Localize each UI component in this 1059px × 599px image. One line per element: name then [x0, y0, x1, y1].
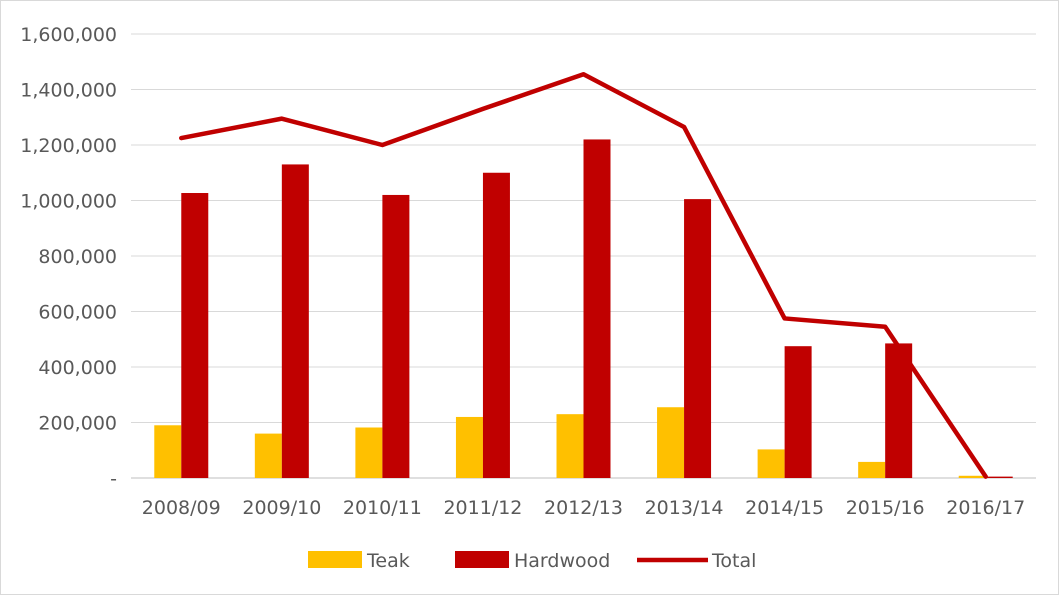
bar-teak: [657, 407, 685, 478]
bar-hardwood: [281, 164, 309, 479]
bar-hardwood: [583, 139, 611, 478]
bar-hardwood: [784, 346, 812, 478]
bar-teak: [958, 475, 986, 478]
y-tick-label: 800,000: [38, 246, 117, 268]
x-tick-label: 2008/09: [142, 497, 221, 519]
bar-teak: [757, 449, 785, 478]
y-axis-ticks: - 200,000 400,000 600,000 800,000 1,000,000 1,…: [20, 24, 117, 490]
legend-label-hardwood: Hardwood: [514, 550, 610, 572]
line-point-total: [884, 326, 886, 328]
line-point-total: [180, 137, 182, 139]
bar-hardwood: [885, 343, 913, 478]
y-tick-label: 600,000: [38, 302, 117, 324]
bar-hardwood: [684, 199, 712, 479]
line-point-total: [281, 118, 283, 120]
x-axis-ticks: 2008/09 2009/10 2010/11 2011/12 2012/13 2013/…: [142, 497, 1025, 519]
bar-teak: [556, 414, 584, 478]
x-tick-label: 2009/10: [242, 497, 321, 519]
x-tick-label: 2015/16: [846, 497, 925, 519]
bar-teak: [254, 433, 282, 478]
line-point-total: [683, 126, 685, 128]
bar-teak: [154, 425, 182, 478]
total-line: [179, 71, 988, 479]
line-point-total: [583, 73, 584, 75]
x-tick-label: 2016/17: [946, 497, 1025, 519]
y-tick-label: 1,600,000: [20, 24, 117, 46]
y-tick-label: 1,000,000: [20, 191, 117, 213]
line-point-total: [784, 317, 786, 319]
bar-hardwood: [985, 476, 1013, 478]
bar-hardwood: [482, 172, 510, 478]
x-tick-label: 2010/11: [343, 497, 422, 519]
line-point-total: [381, 144, 383, 146]
legend-label-total: Total: [711, 550, 756, 572]
bars: [154, 139, 1013, 479]
y-tick-label: -: [110, 468, 117, 490]
x-tick-label: 2012/13: [544, 497, 623, 519]
y-tick-label: 400,000: [38, 357, 117, 379]
legend-label-teak: Teak: [366, 550, 410, 572]
line-point-total: [985, 476, 987, 478]
bar-teak: [355, 427, 383, 478]
bar-hardwood: [382, 194, 410, 478]
bar-teak: [455, 416, 483, 478]
bar-hardwood: [181, 193, 209, 478]
x-tick-label: 2011/12: [443, 497, 522, 519]
line-point-total: [482, 108, 484, 110]
y-tick-label: 1,200,000: [20, 135, 117, 157]
x-tick-label: 2013/14: [645, 497, 724, 519]
legend: Teak Hardwood Total: [308, 550, 756, 572]
legend-swatch-hardwood: [455, 551, 509, 568]
x-tick-label: 2014/15: [745, 497, 824, 519]
y-tick-label: 200,000: [38, 413, 117, 435]
legend-swatch-teak: [308, 551, 362, 568]
y-tick-label: 1,400,000: [20, 80, 117, 102]
bar-teak: [858, 461, 886, 478]
